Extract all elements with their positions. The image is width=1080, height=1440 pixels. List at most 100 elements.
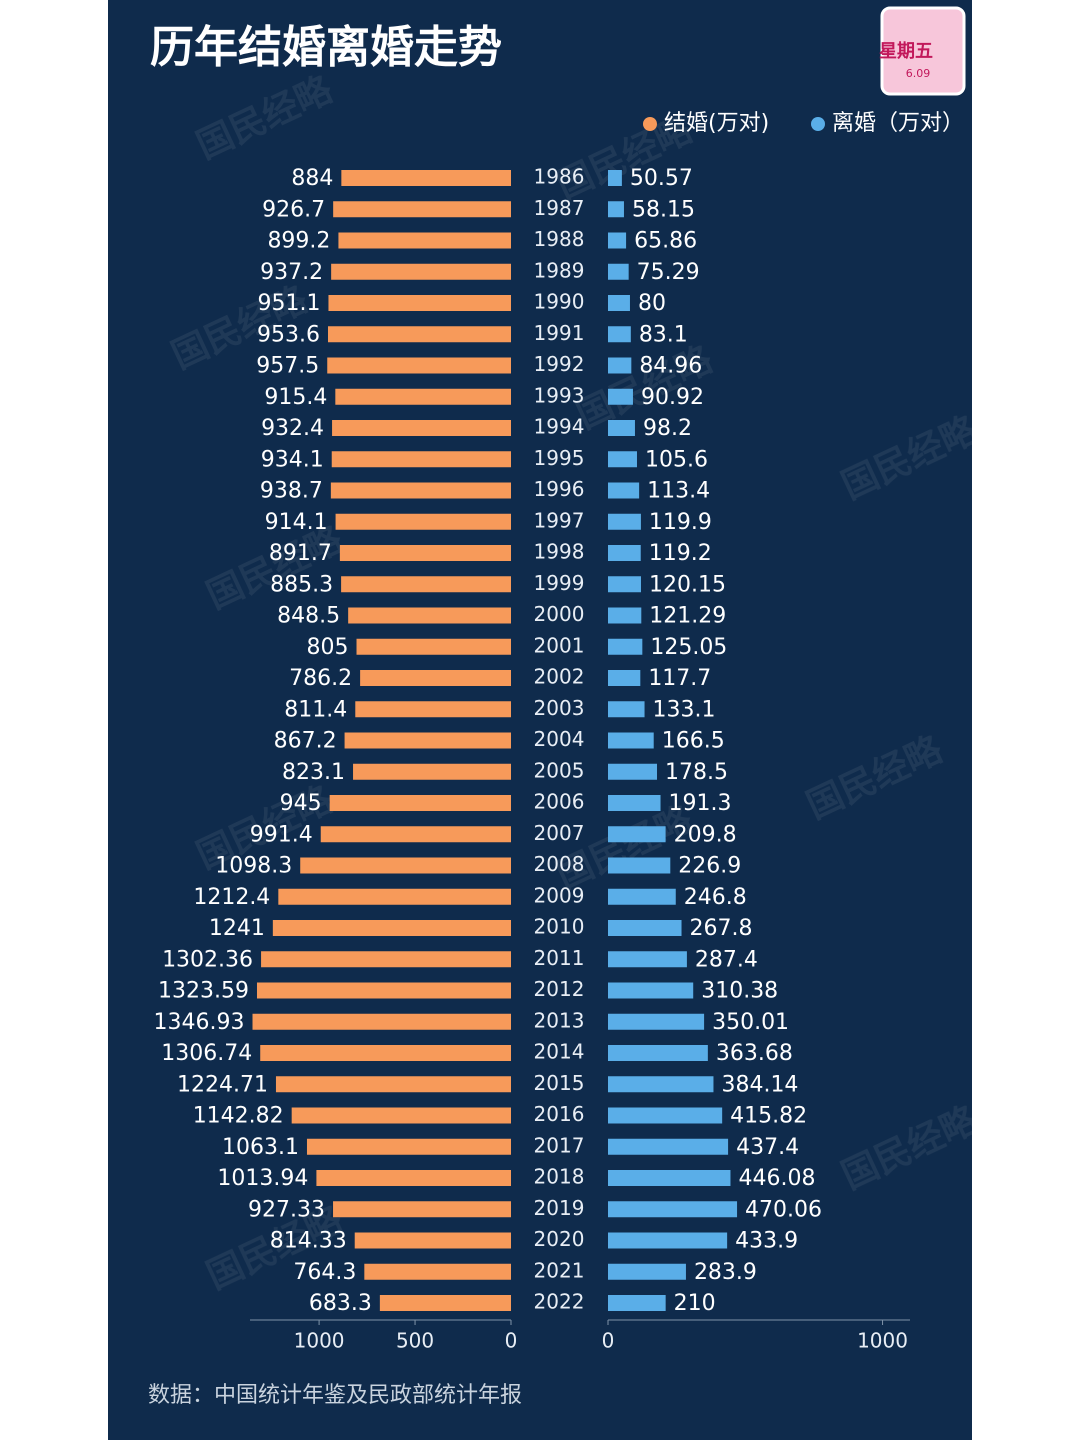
value-label: 384.14: [721, 1072, 798, 1097]
bar: [608, 513, 641, 530]
value-label: 937.2: [260, 260, 323, 285]
year-label: 2017: [534, 1133, 585, 1157]
bar: [364, 1263, 511, 1280]
value-label: 84.96: [639, 354, 702, 379]
bar: [331, 263, 511, 280]
bar: [608, 482, 640, 499]
value-label: 446.08: [738, 1166, 815, 1191]
year-label: 1992: [534, 352, 585, 376]
bar: [608, 607, 642, 624]
year-label: 1986: [534, 165, 585, 189]
bar: [327, 357, 511, 374]
bar: [608, 1138, 729, 1155]
value-label: 914.1: [265, 510, 328, 535]
value-label: 226.9: [678, 854, 741, 879]
value-label: 1098.3: [215, 854, 292, 879]
value-label: 953.6: [257, 322, 320, 347]
bar: [608, 357, 632, 374]
value-label: 1323.59: [158, 979, 249, 1004]
bar: [608, 576, 641, 593]
year-label: 2007: [534, 821, 585, 845]
x-tick-label: 500: [396, 1329, 434, 1353]
value-label: 1142.82: [193, 1104, 284, 1129]
value-label: 683.3: [309, 1291, 372, 1316]
value-label: 119.2: [649, 541, 712, 566]
value-label: 120.15: [649, 572, 726, 597]
value-label: 209.8: [674, 822, 737, 847]
bar: [332, 420, 511, 436]
year-label: 1995: [534, 446, 585, 470]
sticker-date: 6.09: [906, 67, 931, 80]
year-label: 2011: [534, 946, 585, 970]
value-label: 113.4: [647, 479, 710, 504]
legend-swatch: [811, 117, 825, 131]
value-label: 1346.93: [154, 1010, 245, 1035]
year-label: 1991: [534, 321, 585, 345]
sticker: 星期五 6.09: [879, 6, 966, 96]
value-label: 927.33: [248, 1197, 325, 1222]
bar: [261, 951, 511, 968]
value-label: 191.3: [669, 791, 732, 816]
bar: [608, 1295, 666, 1311]
bar: [608, 1045, 708, 1061]
bar: [608, 1076, 714, 1093]
value-label: 50.57: [630, 166, 693, 191]
year-label: 2021: [534, 1258, 585, 1282]
bar: [608, 1232, 728, 1249]
value-label: 1063.1: [222, 1135, 299, 1160]
value-label: 1212.4: [193, 885, 270, 910]
year-label: 1993: [534, 383, 585, 407]
value-label: 133.1: [653, 697, 716, 722]
bar: [335, 388, 511, 405]
value-label: 884: [291, 166, 333, 191]
year-label: 2012: [534, 977, 585, 1001]
value-label: 178.5: [665, 760, 728, 785]
value-label: 848.5: [277, 604, 340, 629]
year-label: 2015: [534, 1071, 585, 1095]
bar: [306, 1138, 511, 1155]
bar: [333, 1201, 511, 1218]
sticker-day: 星期五: [879, 41, 933, 62]
value-label: 915.4: [264, 385, 327, 410]
year-label: 2022: [534, 1290, 585, 1314]
year-label: 2018: [534, 1165, 585, 1189]
value-label: 363.68: [716, 1041, 793, 1066]
value-label: 823.1: [282, 760, 345, 785]
value-label: 121.29: [649, 604, 726, 629]
value-label: 885.3: [270, 572, 333, 597]
value-label: 1241: [209, 916, 265, 941]
value-label: 891.7: [269, 541, 332, 566]
bar: [608, 857, 671, 874]
value-label: 934.1: [261, 447, 324, 472]
bar: [320, 826, 511, 843]
bar: [608, 295, 630, 311]
bar: [335, 513, 511, 530]
bar: [608, 951, 687, 968]
year-label: 2016: [534, 1102, 585, 1126]
year-label: 2013: [534, 1008, 585, 1032]
bar: [344, 732, 511, 749]
value-label: 415.82: [730, 1104, 807, 1129]
legend-label: 离婚（万对）: [832, 111, 964, 136]
bar: [608, 232, 627, 249]
panel: [108, 0, 972, 1440]
value-label: 166.5: [662, 729, 725, 754]
value-label: 437.4: [736, 1135, 799, 1160]
bar: [252, 1013, 511, 1030]
value-label: 926.7: [262, 197, 325, 222]
value-label: 80: [638, 291, 666, 316]
value-label: 814.33: [270, 1229, 347, 1254]
year-label: 2014: [534, 1040, 585, 1064]
bar: [272, 920, 511, 936]
bar: [353, 763, 511, 780]
year-label: 1990: [534, 290, 585, 314]
bar: [608, 888, 676, 905]
year-label: 2010: [534, 915, 585, 939]
bar: [608, 451, 637, 468]
value-label: 267.8: [690, 916, 753, 941]
value-label: 938.7: [260, 479, 323, 504]
bar: [275, 1076, 511, 1093]
value-label: 433.9: [735, 1229, 798, 1254]
